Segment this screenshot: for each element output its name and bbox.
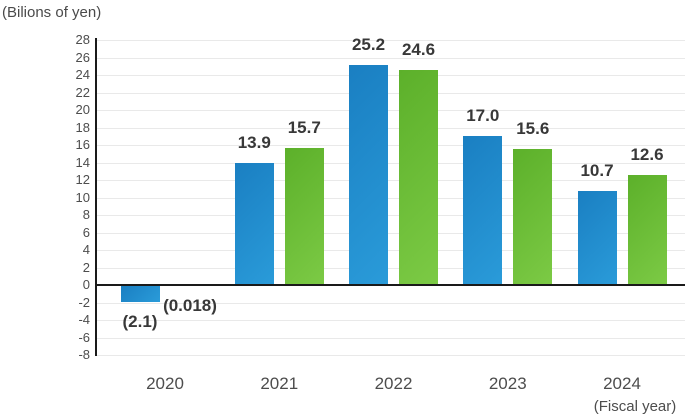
- gridline: [97, 197, 685, 199]
- gridline: [97, 355, 685, 356]
- y-tick-label: 2: [82, 259, 90, 275]
- y-tick-label: 8: [82, 207, 90, 222]
- value-label-blue-2024: 10.7: [580, 161, 614, 181]
- bar-green-2023: [513, 148, 553, 284]
- y-tick-label: 16: [75, 137, 90, 152]
- bar-green-2024: [627, 174, 667, 284]
- bar-green-2021: [284, 147, 324, 284]
- y-tick-label: 4: [82, 242, 90, 257]
- gridline: [97, 110, 685, 111]
- y-tick-label: 12: [75, 172, 90, 187]
- gridline: [97, 250, 685, 251]
- bar-blue-2022: [349, 64, 388, 284]
- bar-blue-2021: [234, 163, 274, 284]
- bar-green-2022: [399, 69, 438, 284]
- y-tick-label: 14: [75, 154, 90, 170]
- x-tick-label-2023: 2023: [488, 374, 527, 393]
- x-tick-label-2020: 2020: [146, 374, 184, 393]
- gridline: [97, 180, 685, 181]
- y-tick-label: 0: [82, 277, 90, 292]
- y-tick-label: 24: [75, 67, 90, 82]
- gridline: [97, 40, 685, 41]
- gridline: [97, 302, 685, 304]
- gridline: [97, 145, 685, 146]
- x-tick-label-2024: 2024: [603, 374, 641, 393]
- bar-blue-2023: [463, 136, 503, 284]
- gridline: [97, 127, 685, 129]
- gridline: [97, 232, 685, 234]
- y-tick-label: 26: [75, 49, 90, 65]
- y-tick-label: 10: [75, 189, 90, 205]
- bar-blue-2024: [577, 191, 617, 284]
- gridline: [97, 162, 685, 164]
- zero-line: [97, 284, 685, 286]
- value-label-blue-2020: (2.1): [122, 312, 158, 332]
- value-label-green-2021: 15.7: [287, 117, 321, 137]
- y-tick-label: 20: [75, 102, 90, 117]
- x-tick-label-2021: 2021: [260, 374, 299, 393]
- value-label-green-2022: 24.6: [401, 39, 436, 59]
- gridline: [97, 267, 685, 269]
- gridline: [97, 215, 685, 216]
- y-tick-label: -4: [78, 312, 90, 327]
- y-tick-label: 6: [82, 224, 90, 240]
- value-label-blue-2023: 17.0: [466, 106, 500, 126]
- y-axis-line: [95, 38, 97, 356]
- bar-blue-2020: [120, 286, 160, 303]
- gridline: [97, 337, 685, 339]
- fiscal-year-label: (Fiscal year): [593, 398, 677, 415]
- y-tick-label: 22: [75, 84, 90, 100]
- chart-title: (Bilions of yen): [2, 4, 102, 21]
- gridline: [97, 320, 685, 321]
- value-label-green-2023: 15.6: [516, 118, 550, 138]
- y-tick-label: -6: [78, 329, 90, 345]
- gridline: [97, 75, 685, 76]
- value-label-blue-2022: 25.2: [351, 34, 386, 54]
- y-tick-label: 18: [75, 119, 90, 135]
- value-label-blue-2021: 13.9: [237, 133, 271, 153]
- y-tick-label: 28: [75, 32, 90, 47]
- gridline: [97, 57, 685, 59]
- y-tick-label: -2: [78, 294, 90, 310]
- gridline: [97, 92, 685, 94]
- value-label-green-2020: (0.018): [163, 296, 217, 315]
- y-tick-label: -8: [78, 347, 90, 362]
- value-label-green-2024: 12.6: [630, 144, 664, 164]
- x-tick-label-2022: 2022: [374, 374, 413, 393]
